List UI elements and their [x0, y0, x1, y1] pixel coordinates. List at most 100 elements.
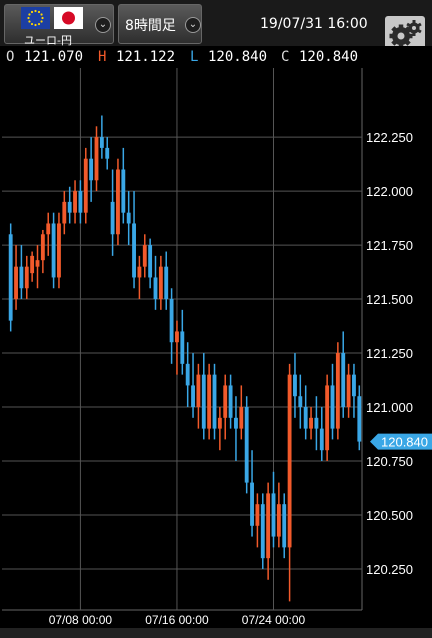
- candle: [164, 251, 169, 310]
- timeframe-selector[interactable]: 8時間足 ⌄: [118, 4, 202, 44]
- candle: [282, 493, 287, 559]
- gear-icon: [389, 20, 422, 48]
- candle: [46, 212, 51, 256]
- currency-pair-label: ユーロ-円: [24, 34, 72, 47]
- candle: [126, 191, 131, 246]
- ohlc-readout: O 121.070 H 121.122 L 120.840 C 120.840: [0, 46, 432, 68]
- candle: [191, 353, 195, 418]
- candle: [8, 223, 13, 332]
- candle: [142, 234, 147, 278]
- candle: [175, 320, 179, 375]
- candle: [169, 288, 174, 364]
- candle: [314, 396, 319, 451]
- current-price-label: 120.840: [381, 435, 428, 450]
- candlestick-chart[interactable]: 122.250 122.000 121.750 121.500 121.250 121.0…: [0, 68, 432, 628]
- chevron-down-icon: ⌄: [185, 17, 201, 33]
- candle: [228, 374, 233, 429]
- candle: [255, 493, 260, 548]
- candle: [153, 255, 158, 310]
- candle: [335, 342, 340, 440]
- high-value: 121.122: [116, 49, 176, 65]
- candle: [132, 191, 136, 289]
- current-price-marker: 120.840: [370, 433, 432, 450]
- y-axis-tick-label: 120.750: [366, 454, 413, 469]
- y-axis-tick-label: 120.250: [366, 562, 413, 577]
- candle: [24, 255, 29, 300]
- candle: [309, 407, 313, 440]
- candle: [298, 374, 303, 429]
- candle: [276, 482, 281, 548]
- candle: [94, 126, 99, 192]
- candle: [148, 238, 153, 289]
- candle: [137, 255, 142, 300]
- last-update-datetime: 19/07/31 16:00: [260, 16, 368, 32]
- candle: [346, 363, 351, 418]
- candle: [35, 245, 40, 289]
- candle: [185, 342, 190, 408]
- candle: [67, 186, 72, 224]
- y-axis-tick-label: 121.750: [366, 238, 413, 253]
- y-axis-tick-label: 120.500: [366, 508, 413, 523]
- close-value: 120.840: [299, 49, 359, 65]
- candle: [83, 147, 88, 224]
- x-axis-tick-label: 07/08 00:00: [49, 613, 113, 627]
- timeframe-label: 8時間足: [125, 18, 176, 34]
- candle: [271, 471, 276, 548]
- candle: [121, 147, 126, 224]
- x-axis-tick-label: 07/16 00:00: [145, 613, 209, 627]
- candle: [116, 158, 120, 246]
- candle: [201, 353, 206, 440]
- candle: [196, 363, 201, 429]
- candle: [78, 180, 83, 224]
- candle: [357, 385, 362, 451]
- low-key: L: [190, 49, 199, 65]
- candle: [51, 212, 56, 289]
- candle: [99, 115, 104, 159]
- candle: [260, 493, 265, 569]
- open-key: O: [6, 49, 15, 65]
- y-axis-tick-label: 121.500: [366, 292, 413, 307]
- currency-pair-selector[interactable]: ユーロ-円 ⌄: [4, 4, 114, 47]
- candle: [341, 331, 346, 418]
- y-axis-tick-label: 121.000: [366, 400, 413, 415]
- candle: [30, 251, 35, 282]
- candle: [287, 363, 292, 602]
- candle: [57, 212, 61, 289]
- eu-flag-icon: [21, 7, 50, 29]
- candle: [207, 363, 212, 440]
- low-value: 120.840: [208, 49, 268, 65]
- candle: [14, 245, 18, 310]
- y-axis-tick-label: 121.250: [366, 346, 413, 361]
- candle: [239, 385, 244, 440]
- y-axis-tick-label: 122.250: [366, 130, 413, 145]
- candle: [234, 396, 238, 462]
- candle: [73, 180, 77, 224]
- candle: [180, 309, 185, 375]
- japan-flag-icon: [54, 7, 83, 29]
- candle: [110, 169, 115, 256]
- candle: [19, 245, 24, 300]
- open-value: 121.070: [24, 49, 84, 65]
- high-key: H: [98, 49, 107, 65]
- x-axis-tick-label: 07/24 00:00: [242, 613, 306, 627]
- candle: [62, 191, 67, 235]
- candle: [330, 363, 335, 440]
- candle: [266, 482, 271, 580]
- close-key: C: [281, 49, 290, 65]
- candle: [158, 255, 163, 310]
- candle: [244, 396, 249, 494]
- candle: [212, 363, 217, 440]
- candle: [217, 407, 222, 451]
- footer-bar: [0, 628, 432, 638]
- candle: [303, 385, 308, 440]
- candle: [40, 229, 45, 274]
- settings-button[interactable]: [385, 16, 425, 54]
- candle: [89, 137, 94, 202]
- candle: [325, 374, 330, 462]
- candle: [105, 137, 110, 170]
- candle: [223, 374, 228, 440]
- candle: [352, 363, 356, 418]
- top-bar: ユーロ-円 ⌄ 8時間足 ⌄ 19/07/31 16:00: [0, 0, 432, 54]
- candle: [250, 450, 254, 537]
- y-axis-tick-label: 122.000: [366, 184, 413, 199]
